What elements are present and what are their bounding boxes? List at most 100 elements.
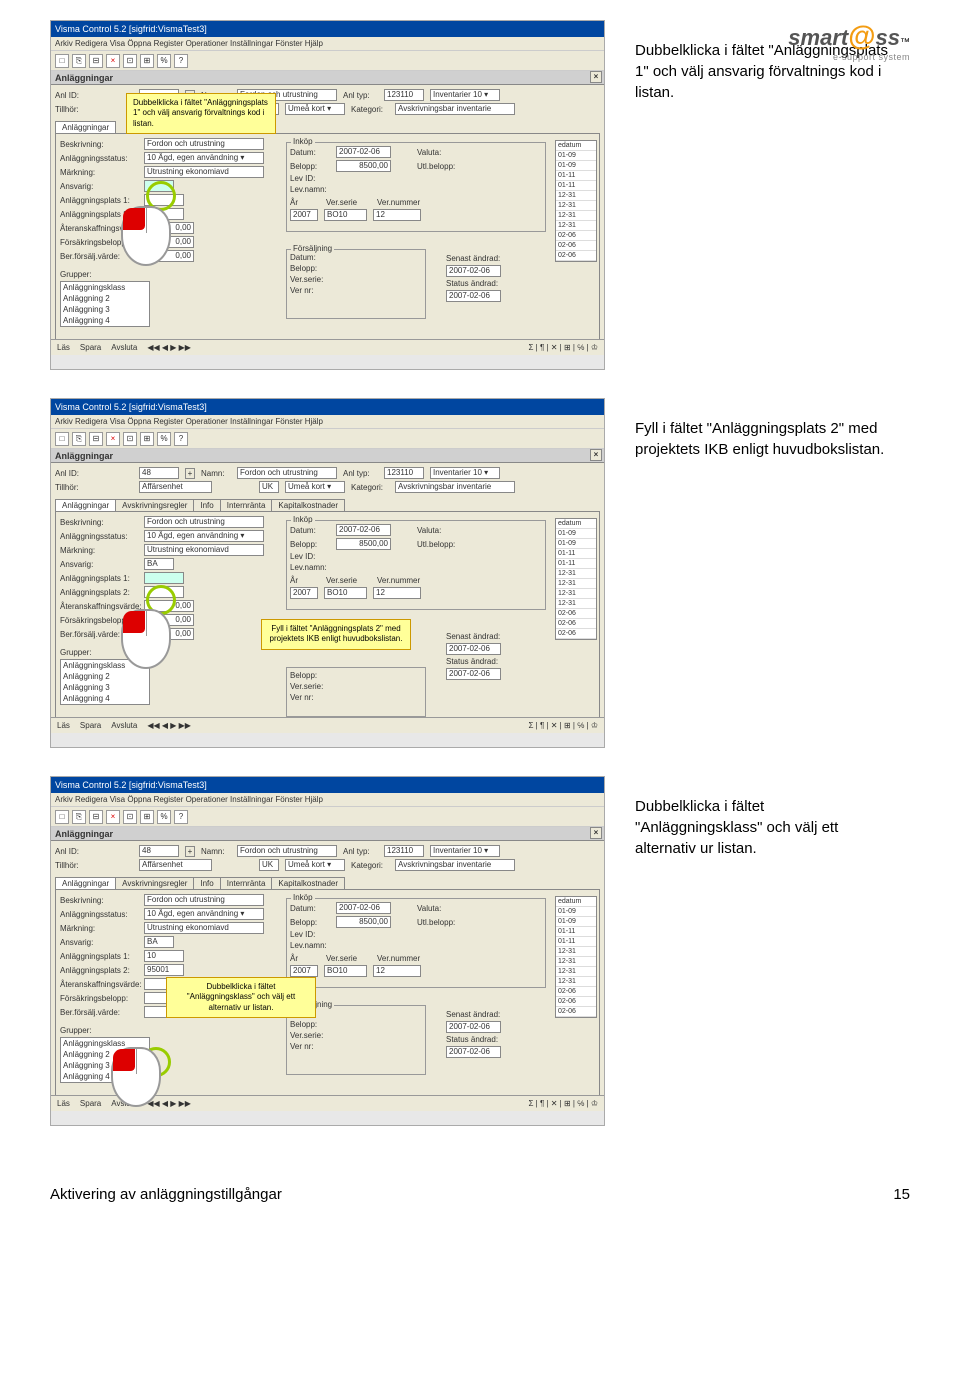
toolbar-btn[interactable]: ⊡ <box>123 810 137 824</box>
belopp-input[interactable]: 8500,00 <box>336 160 391 172</box>
aff-input[interactable]: Affärsenhet <box>139 481 212 493</box>
list-item[interactable]: Anläggning 3 <box>61 304 149 315</box>
inv-select[interactable]: Inventarier 10 ▾ <box>430 89 500 101</box>
inv-select[interactable]: Inventarier 10 ▾ <box>430 845 500 857</box>
tab-anlaggningar[interactable]: Anläggningar <box>55 499 116 511</box>
menu-bar[interactable]: Arkiv Redigera Visa Öppna Register Opera… <box>51 793 604 807</box>
anltyp-input[interactable]: 123110 <box>384 467 424 479</box>
toolbar-btn[interactable]: □ <box>55 810 69 824</box>
markning-input[interactable]: Utrustning ekonomiavd <box>144 544 264 556</box>
las-button[interactable]: Läs <box>57 1099 70 1108</box>
belopp-input[interactable]: 8500,00 <box>336 538 391 550</box>
toolbar-btn[interactable]: ⎘ <box>72 432 86 446</box>
spara-button[interactable]: Spara <box>80 343 101 352</box>
menu-bar[interactable]: Arkiv Redigera Visa Öppna Register Opera… <box>51 415 604 429</box>
toolbar-btn[interactable]: ⊟ <box>89 810 103 824</box>
avsluta-button[interactable]: Avsluta <box>111 343 137 352</box>
markning-input[interactable]: Utrustning ekonomiavd <box>144 922 264 934</box>
bottom-icons[interactable]: Σ | ¶ | ✕ | ⊞ | ℅ | ♔ <box>528 721 598 730</box>
plats1-input[interactable]: 10 <box>144 950 184 962</box>
anlid-input[interactable]: 48 <box>139 467 179 479</box>
umea-select[interactable]: Umeå kort ▾ <box>285 859 345 871</box>
ansvarig-input[interactable]: BA <box>144 936 174 948</box>
plats1-input[interactable] <box>144 572 184 584</box>
las-button[interactable]: Läs <box>57 343 70 352</box>
list-item[interactable]: Anläggning 4 <box>61 693 149 704</box>
ar-input[interactable]: 2007 <box>290 587 318 599</box>
belopp-input[interactable]: 8500,00 <box>336 916 391 928</box>
las-button[interactable]: Läs <box>57 721 70 730</box>
bottom-icons[interactable]: Σ | ¶ | ✕ | ⊞ | ℅ | ♔ <box>528 1099 598 1108</box>
toolbar-btn[interactable]: × <box>106 810 120 824</box>
kategori-input[interactable]: Avskrivningsbar inventarie <box>395 481 515 493</box>
umea-select[interactable]: Umeå kort ▾ <box>285 103 345 115</box>
beskrivning-input[interactable]: Fordon och utrustning <box>144 138 264 150</box>
anlstatus-select[interactable]: 10 Ägd, egen användning ▾ <box>144 908 264 920</box>
toolbar-btn[interactable]: % <box>157 810 171 824</box>
vernummer-input[interactable]: 12 <box>373 209 421 221</box>
toolbar-btn[interactable]: ? <box>174 810 188 824</box>
grupper-list[interactable]: Anläggningsklass Anläggning 2 Anläggning… <box>60 281 150 327</box>
ansvarig-input[interactable]: BA <box>144 558 174 570</box>
toolbar-btn[interactable]: ⊟ <box>89 432 103 446</box>
toolbar-btn[interactable]: ⊞ <box>140 54 154 68</box>
toolbar-btn[interactable]: ? <box>174 432 188 446</box>
verserie-input[interactable]: BO10 <box>324 965 367 977</box>
toolbar-btn[interactable]: ? <box>174 54 188 68</box>
anltyp-input[interactable]: 123110 <box>384 845 424 857</box>
anlstatus-select[interactable]: 10 Ägd, egen användning ▾ <box>144 152 264 164</box>
namn-input[interactable]: Fordon och utrustning <box>237 467 337 479</box>
anltyp-input[interactable]: 123110 <box>384 89 424 101</box>
spara-button[interactable]: Spara <box>80 721 101 730</box>
namn-input[interactable]: Fordon och utrustning <box>237 845 337 857</box>
tab-internranta[interactable]: Internränta <box>220 499 273 511</box>
toolbar-btn[interactable]: ⊡ <box>123 54 137 68</box>
beskrivning-input[interactable]: Fordon och utrustning <box>144 516 264 528</box>
uk-input[interactable]: UK <box>259 481 279 493</box>
nav-buttons[interactable]: ◀◀ ◀ ▶ ▶▶ <box>147 1099 191 1108</box>
list-item[interactable]: Anläggning 3 <box>61 682 149 693</box>
beskrivning-input[interactable]: Fordon och utrustning <box>144 894 264 906</box>
tab-info[interactable]: Info <box>193 499 220 511</box>
tab-info[interactable]: Info <box>193 877 220 889</box>
close-icon[interactable]: × <box>590 71 602 83</box>
uk-input[interactable]: UK <box>259 859 279 871</box>
toolbar-btn[interactable]: ⊟ <box>89 54 103 68</box>
avsluta-button[interactable]: Avsluta <box>111 721 137 730</box>
tab-kapital[interactable]: Kapitalkostnader <box>271 499 345 511</box>
nav-buttons[interactable]: ◀◀ ◀ ▶ ▶▶ <box>147 343 191 352</box>
toolbar-btn[interactable]: % <box>157 54 171 68</box>
verserie-input[interactable]: BO10 <box>324 587 367 599</box>
datum-input[interactable]: 2007-02-06 <box>336 146 391 158</box>
tab-internranta[interactable]: Internränta <box>220 877 273 889</box>
menu-bar[interactable]: Arkiv Redigera Visa Öppna Register Opera… <box>51 37 604 51</box>
verserie-input[interactable]: BO10 <box>324 209 367 221</box>
plus-icon[interactable]: + <box>185 468 195 479</box>
toolbar-btn[interactable]: ⎘ <box>72 810 86 824</box>
toolbar-btn[interactable]: ⊞ <box>140 432 154 446</box>
ar-input[interactable]: 2007 <box>290 965 318 977</box>
tab-avskrivning[interactable]: Avskrivningsregler <box>115 877 194 889</box>
close-icon[interactable]: × <box>590 827 602 839</box>
toolbar-btn[interactable]: ⊞ <box>140 810 154 824</box>
toolbar-btn[interactable]: × <box>106 432 120 446</box>
anlstatus-select[interactable]: 10 Ägd, egen användning ▾ <box>144 530 264 542</box>
toolbar-btn[interactable]: □ <box>55 432 69 446</box>
toolbar-btn[interactable]: % <box>157 432 171 446</box>
list-item[interactable]: Anläggning 2 <box>61 671 149 682</box>
ar-input[interactable]: 2007 <box>290 209 318 221</box>
anlid-input[interactable]: 48 <box>139 845 179 857</box>
kategori-input[interactable]: Avskrivningsbar inventarie <box>395 103 515 115</box>
list-item[interactable]: Anläggning 2 <box>61 293 149 304</box>
inv-select[interactable]: Inventarier 10 ▾ <box>430 467 500 479</box>
toolbar-btn[interactable]: × <box>106 54 120 68</box>
tab-anlaggningar[interactable]: Anläggningar <box>55 121 116 133</box>
spara-button[interactable]: Spara <box>80 1099 101 1108</box>
tab-anlaggningar[interactable]: Anläggningar <box>55 877 116 889</box>
tab-avskrivning[interactable]: Avskrivningsregler <box>115 499 194 511</box>
umea-select[interactable]: Umeå kort ▾ <box>285 481 345 493</box>
datum-input[interactable]: 2007-02-06 <box>336 524 391 536</box>
nav-buttons[interactable]: ◀◀ ◀ ▶ ▶▶ <box>147 721 191 730</box>
bottom-icons[interactable]: Σ | ¶ | ✕ | ⊞ | ℅ | ♔ <box>528 343 598 352</box>
toolbar-btn[interactable]: ⊡ <box>123 432 137 446</box>
